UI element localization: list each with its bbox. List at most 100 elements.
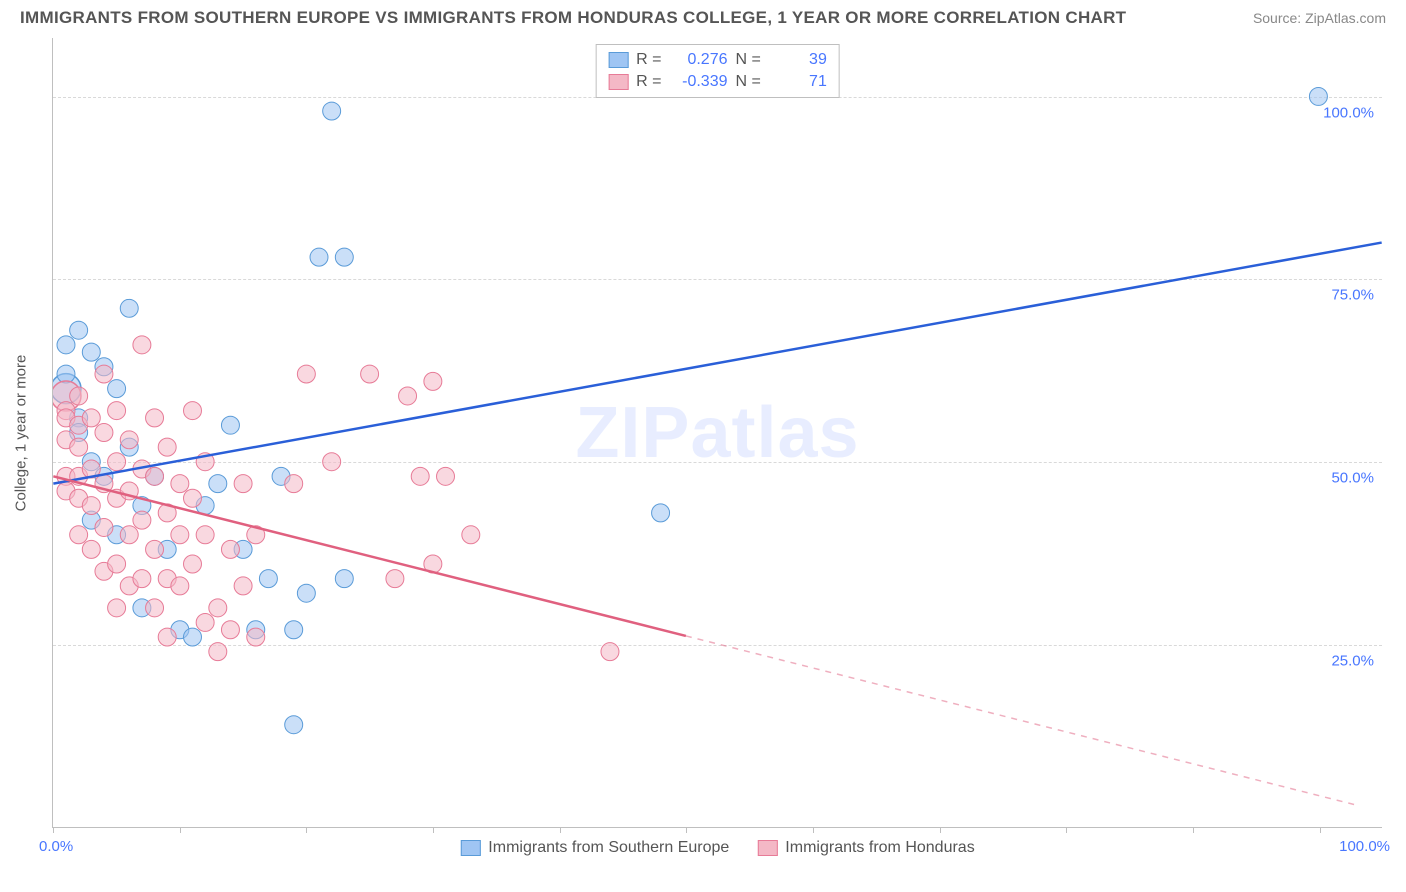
n-label: N = bbox=[736, 51, 761, 69]
correlation-scatter-chart: College, 1 year or more ZIPatlas 0.0% 10… bbox=[52, 38, 1382, 828]
data-point bbox=[120, 526, 138, 544]
data-point bbox=[310, 248, 328, 266]
data-point bbox=[57, 336, 75, 354]
data-point bbox=[399, 387, 417, 405]
r-label: R = bbox=[636, 51, 661, 69]
data-point bbox=[108, 380, 126, 398]
data-point bbox=[146, 467, 164, 485]
source-attribution: Source: ZipAtlas.com bbox=[1253, 10, 1386, 26]
data-point bbox=[221, 416, 239, 434]
data-point bbox=[70, 321, 88, 339]
legend-label-series-1: Immigrants from Southern Europe bbox=[488, 839, 729, 857]
data-point bbox=[133, 511, 151, 529]
data-point bbox=[259, 570, 277, 588]
data-point bbox=[285, 716, 303, 734]
y-tick-label: 75.0% bbox=[1331, 287, 1374, 304]
swatch-series-1 bbox=[460, 840, 480, 856]
data-point bbox=[361, 365, 379, 383]
data-point bbox=[133, 570, 151, 588]
data-point bbox=[146, 409, 164, 427]
x-tick bbox=[1320, 827, 1321, 833]
data-point bbox=[297, 365, 315, 383]
data-point bbox=[95, 424, 113, 442]
data-point bbox=[335, 570, 353, 588]
data-point bbox=[82, 540, 100, 558]
x-tick bbox=[813, 827, 814, 833]
data-point bbox=[171, 577, 189, 595]
page-title: IMMIGRANTS FROM SOUTHERN EUROPE VS IMMIG… bbox=[20, 8, 1126, 28]
data-point bbox=[386, 570, 404, 588]
data-point bbox=[411, 467, 429, 485]
y-tick-label: 100.0% bbox=[1323, 104, 1374, 121]
data-point bbox=[184, 489, 202, 507]
data-point bbox=[120, 299, 138, 317]
legend-item-series-2: Immigrants from Honduras bbox=[757, 839, 974, 857]
data-point bbox=[108, 453, 126, 471]
data-point bbox=[82, 343, 100, 361]
data-point bbox=[171, 526, 189, 544]
data-point bbox=[82, 409, 100, 427]
x-tick bbox=[180, 827, 181, 833]
x-tick bbox=[1066, 827, 1067, 833]
x-tick bbox=[560, 827, 561, 833]
swatch-series-2 bbox=[608, 74, 628, 90]
data-point bbox=[82, 497, 100, 515]
data-point bbox=[209, 475, 227, 493]
n-value-series-1: 39 bbox=[769, 51, 827, 69]
data-point bbox=[184, 628, 202, 646]
data-point bbox=[70, 526, 88, 544]
data-point bbox=[601, 643, 619, 661]
data-point bbox=[285, 621, 303, 639]
data-point bbox=[146, 540, 164, 558]
data-point bbox=[120, 431, 138, 449]
data-point bbox=[184, 402, 202, 420]
n-value-series-2: 71 bbox=[769, 73, 827, 91]
x-tick bbox=[1193, 827, 1194, 833]
data-point bbox=[462, 526, 480, 544]
correlation-stats-box: R = 0.276 N = 39 R = -0.339 N = 71 bbox=[595, 44, 840, 98]
y-tick-label: 50.0% bbox=[1331, 470, 1374, 487]
chart-svg bbox=[53, 38, 1382, 827]
data-point bbox=[209, 599, 227, 617]
stats-row-series-2: R = -0.339 N = 71 bbox=[608, 71, 827, 93]
legend-label-series-2: Immigrants from Honduras bbox=[785, 839, 974, 857]
r-label: R = bbox=[636, 73, 661, 91]
x-axis-min-label: 0.0% bbox=[39, 838, 73, 855]
data-point bbox=[221, 540, 239, 558]
n-label: N = bbox=[736, 73, 761, 91]
x-tick bbox=[53, 827, 54, 833]
x-tick bbox=[940, 827, 941, 833]
r-value-series-2: -0.339 bbox=[670, 73, 728, 91]
data-point bbox=[652, 504, 670, 522]
data-point bbox=[323, 453, 341, 471]
data-point bbox=[133, 336, 151, 354]
r-value-series-1: 0.276 bbox=[670, 51, 728, 69]
stats-row-series-1: R = 0.276 N = 39 bbox=[608, 49, 827, 71]
swatch-series-1 bbox=[608, 52, 628, 68]
series-legend: Immigrants from Southern Europe Immigran… bbox=[460, 839, 974, 857]
data-point bbox=[171, 475, 189, 493]
x-tick bbox=[306, 827, 307, 833]
x-tick bbox=[686, 827, 687, 833]
data-point bbox=[95, 518, 113, 536]
data-point bbox=[209, 643, 227, 661]
data-point bbox=[424, 372, 442, 390]
data-point bbox=[146, 599, 164, 617]
data-point bbox=[221, 621, 239, 639]
data-point bbox=[108, 402, 126, 420]
data-point bbox=[234, 475, 252, 493]
data-point bbox=[184, 555, 202, 573]
data-point bbox=[70, 387, 88, 405]
data-point bbox=[196, 526, 214, 544]
data-point bbox=[196, 613, 214, 631]
trend-line bbox=[53, 243, 1381, 484]
y-tick-label: 25.0% bbox=[1331, 653, 1374, 670]
trend-line-extrapolated bbox=[686, 636, 1356, 805]
data-point bbox=[108, 555, 126, 573]
swatch-series-2 bbox=[757, 840, 777, 856]
data-point bbox=[297, 584, 315, 602]
data-point bbox=[234, 577, 252, 595]
x-axis-max-label: 100.0% bbox=[1339, 838, 1390, 855]
data-point bbox=[95, 365, 113, 383]
x-tick bbox=[433, 827, 434, 833]
